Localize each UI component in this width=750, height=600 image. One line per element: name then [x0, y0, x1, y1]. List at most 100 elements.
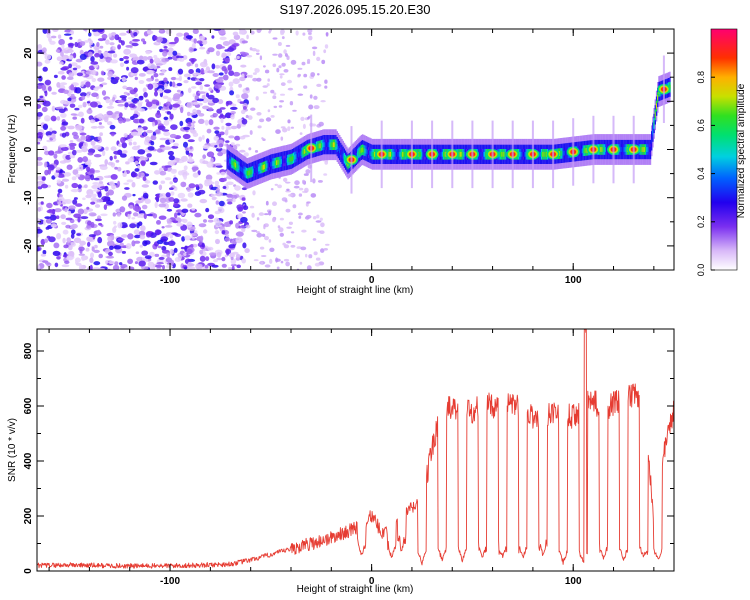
spectrogram-cell	[226, 249, 230, 256]
snr-xtick-label: 100	[565, 576, 582, 587]
spectrogram-cell	[231, 160, 233, 165]
spectrogram-cell	[272, 201, 277, 206]
spectrogram-cell	[146, 78, 153, 82]
spectrogram-cell	[330, 142, 332, 148]
spectrogram-cell	[336, 144, 338, 149]
spectrogram-cell	[228, 135, 235, 139]
spectrogram-cell	[242, 211, 246, 214]
spectrogram-cell	[75, 149, 83, 153]
spectrogram-cell	[322, 142, 324, 148]
spectrogram-cell	[320, 248, 325, 253]
spectrogram-cell	[250, 30, 255, 35]
spectrogram-cell	[84, 184, 88, 189]
spectrogram-cell	[202, 160, 209, 165]
spectrogram-cell	[501, 151, 503, 157]
spectrogram-cell	[362, 147, 364, 153]
spectrogram-cell	[290, 59, 297, 65]
spectrogram-cell	[37, 61, 43, 67]
spectrogram-cell	[80, 117, 85, 124]
spectrogram-cell	[124, 187, 130, 190]
spectrogram-cell	[224, 57, 231, 63]
spectrogram-cell	[265, 200, 269, 206]
spectrogram-cell	[312, 216, 317, 220]
spectrogram-cell	[303, 149, 306, 154]
spectrogram-cell	[84, 161, 92, 166]
spectrogram-cell	[582, 148, 584, 154]
snr-series-line	[37, 329, 674, 569]
spectrogram-cell	[226, 181, 234, 186]
spectrogram-cell	[97, 104, 103, 109]
spectrogram-cell	[302, 32, 306, 36]
spectrogram-cell	[172, 232, 179, 236]
spectrogram-cell	[141, 161, 146, 167]
spectrogram-cell	[251, 229, 258, 233]
colorbar-label: Normalized spectral amplitude	[736, 83, 747, 218]
spectrogram-cell	[236, 163, 238, 169]
spectrogram-cell	[244, 169, 246, 175]
spectrogram-cell	[371, 151, 373, 157]
spectrogram-cell	[61, 44, 65, 49]
spectrogram-cell	[542, 151, 544, 157]
spectrogram-cell	[240, 216, 248, 223]
spectrogram-cell	[207, 94, 215, 100]
spectrogram-cell	[119, 32, 127, 36]
spectrogram-cell	[200, 68, 205, 74]
spectrogram-cell	[99, 45, 104, 49]
spectrogram-cell	[146, 69, 154, 75]
spectrogram-cell	[312, 50, 316, 57]
spectrogram-cell	[123, 60, 129, 64]
spectrogram-cell	[46, 209, 54, 214]
spectrogram-cell	[121, 234, 128, 238]
spectrogram-cell	[284, 199, 288, 203]
spectrogram-cell	[283, 258, 290, 262]
spectrogram-cell	[66, 237, 71, 244]
spectrogram-cell	[253, 168, 255, 174]
spectrogram-cell	[187, 87, 192, 94]
spectrogram-cell	[95, 86, 103, 89]
spectrogram-cell	[325, 142, 328, 148]
spectrogram-cell	[183, 73, 191, 78]
spectrogram-cell	[55, 49, 61, 53]
spectrogram-cell	[130, 172, 138, 178]
spectrogram-cell	[205, 256, 210, 261]
spectrogram-cell	[72, 199, 78, 205]
spectrogram-cell	[269, 247, 275, 252]
spectrogram-cell	[226, 52, 232, 57]
spectrogram-cell	[90, 126, 98, 129]
spectrogram-cell	[92, 189, 101, 192]
spectrogram-cell	[306, 265, 312, 270]
spectrogram-cell	[240, 29, 245, 35]
spectrogram-cell	[499, 151, 502, 157]
spectrogram-cell	[89, 264, 93, 270]
spectrogram-cell	[63, 33, 72, 36]
spectrogram-cell	[177, 99, 182, 105]
spectrogram-cell	[123, 91, 128, 95]
spectrogram-cell	[295, 154, 297, 159]
spectrogram-cell	[40, 238, 46, 246]
spectrogram-cell	[251, 48, 257, 52]
spectrogram-cell	[138, 73, 146, 77]
spectrogram-cell	[56, 56, 63, 61]
spectrogram-cell	[392, 151, 394, 157]
spectrogram-cell	[260, 255, 267, 257]
spectrogram-cell	[54, 171, 59, 178]
spectrogram-cell	[103, 204, 108, 211]
spectrogram-cell	[85, 81, 91, 88]
spectrogram-cell	[129, 223, 137, 229]
spectrogram-cell	[232, 161, 234, 166]
spectrogram-cell	[160, 108, 166, 111]
snr-xtick-label: 0	[369, 576, 375, 587]
spectrogram-cell	[479, 151, 481, 157]
spectrogram-cell	[217, 206, 224, 210]
spectrogram-cell	[77, 184, 82, 189]
spectrogram-cell	[183, 266, 188, 270]
spectrogram-cell	[209, 252, 217, 256]
spectrogram-cell	[601, 147, 603, 152]
colorbar-tick-label: 0.6	[696, 119, 706, 132]
spectrogram-cell	[146, 129, 153, 134]
spectrogram-cell	[273, 92, 277, 95]
spectrogram-cell	[89, 40, 94, 46]
spectrogram-cell	[37, 138, 42, 142]
spectrogram-cell	[297, 67, 303, 70]
spectrogram-cell	[117, 99, 125, 103]
